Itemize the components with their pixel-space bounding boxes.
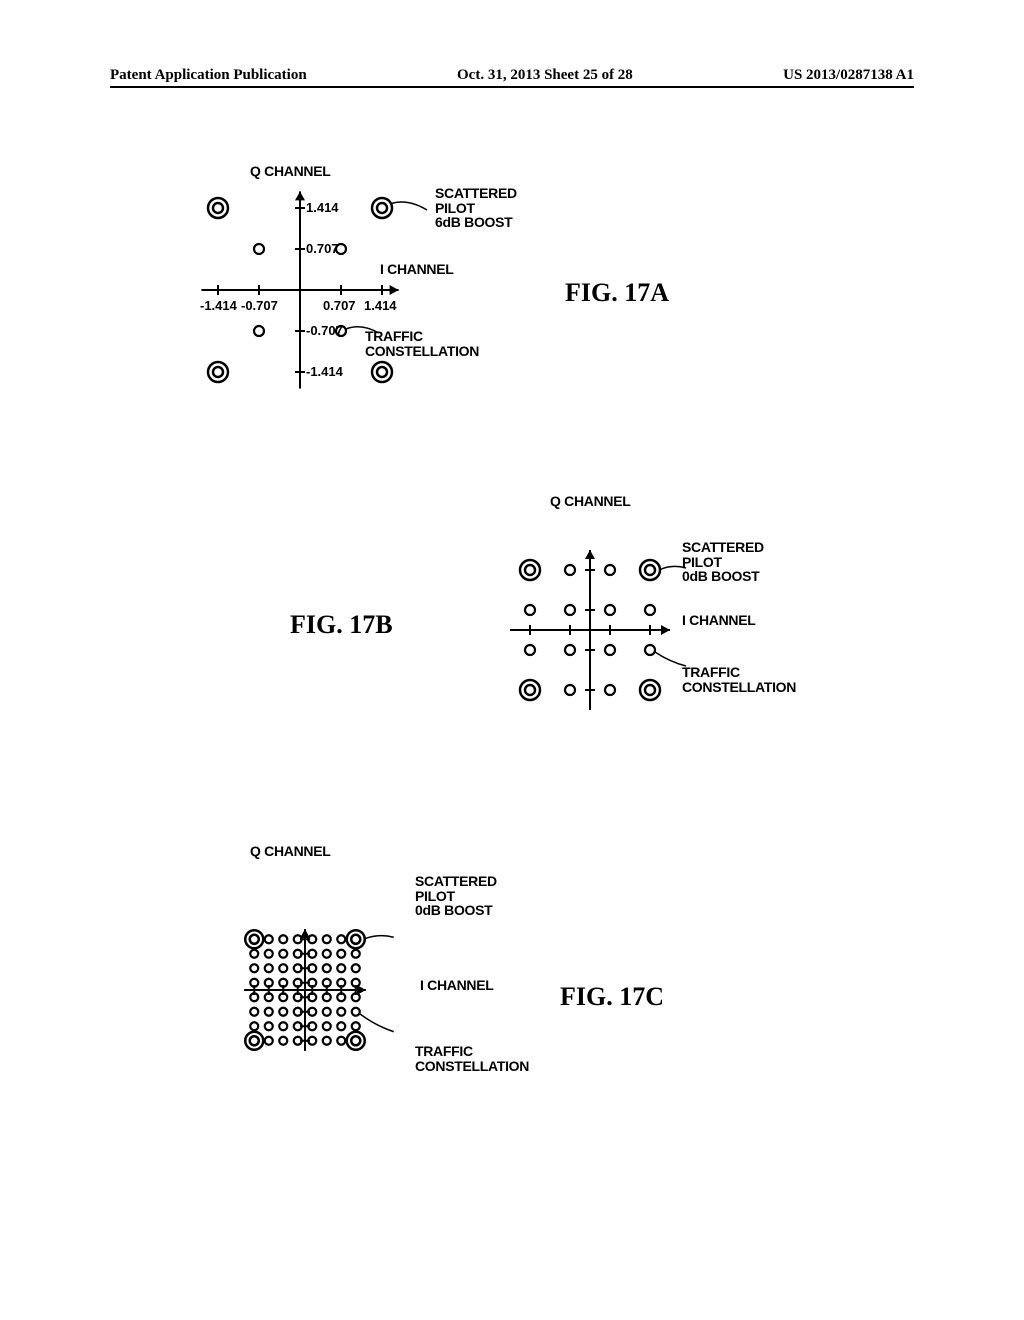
figure-17c-plot (175, 850, 625, 1130)
header-rule (110, 86, 914, 88)
scattered-pilot-annotation: SCATTEREDPILOT0dB BOOST (682, 540, 764, 584)
x-tick-label: 0.707 (323, 298, 356, 313)
i-channel-label: I CHANNEL (682, 613, 756, 628)
y-tick-label: -0.707 (306, 323, 343, 338)
figure-17b: Q CHANNEL I CHANNEL SCATTEREDPILOT0dB BO… (450, 500, 870, 760)
q-channel-label: Q CHANNEL (250, 164, 331, 179)
traffic-constellation-annotation: TRAFFICCONSTELLATION (682, 665, 796, 694)
traffic-constellation-annotation: TRAFFICCONSTELLATION (365, 329, 479, 358)
figure-17b-plot (450, 500, 870, 760)
figure-17c: Q CHANNEL I CHANNEL SCATTEREDPILOT0dB BO… (175, 850, 625, 1130)
y-tick-label: 1.414 (306, 200, 339, 215)
page-header: Patent Application Publication Oct. 31, … (0, 60, 1024, 84)
q-channel-label: Q CHANNEL (250, 844, 331, 859)
header-left: Patent Application Publication (110, 67, 307, 84)
y-tick-label: -1.414 (306, 364, 343, 379)
header-mid: Oct. 31, 2013 Sheet 25 of 28 (457, 67, 633, 84)
x-tick-label: 1.414 (364, 298, 397, 313)
q-channel-label: Q CHANNEL (550, 494, 631, 509)
traffic-constellation-annotation: TRAFFICCONSTELLATION (415, 1044, 529, 1073)
header-right: US 2013/0287138 A1 (783, 67, 914, 84)
i-channel-label: I CHANNEL (380, 262, 454, 277)
figure-17c-label: FIG. 17C (560, 982, 664, 1012)
x-tick-label: -1.414 (200, 298, 237, 313)
figure-17b-label: FIG. 17B (290, 610, 393, 640)
i-channel-label: I CHANNEL (420, 978, 494, 993)
x-tick-label: -0.707 (241, 298, 278, 313)
figure-17a-label: FIG. 17A (565, 278, 669, 308)
scattered-pilot-annotation: SCATTEREDPILOT6dB BOOST (435, 186, 517, 230)
y-tick-label: 0.707 (306, 241, 339, 256)
scattered-pilot-annotation: SCATTEREDPILOT0dB BOOST (415, 874, 497, 918)
